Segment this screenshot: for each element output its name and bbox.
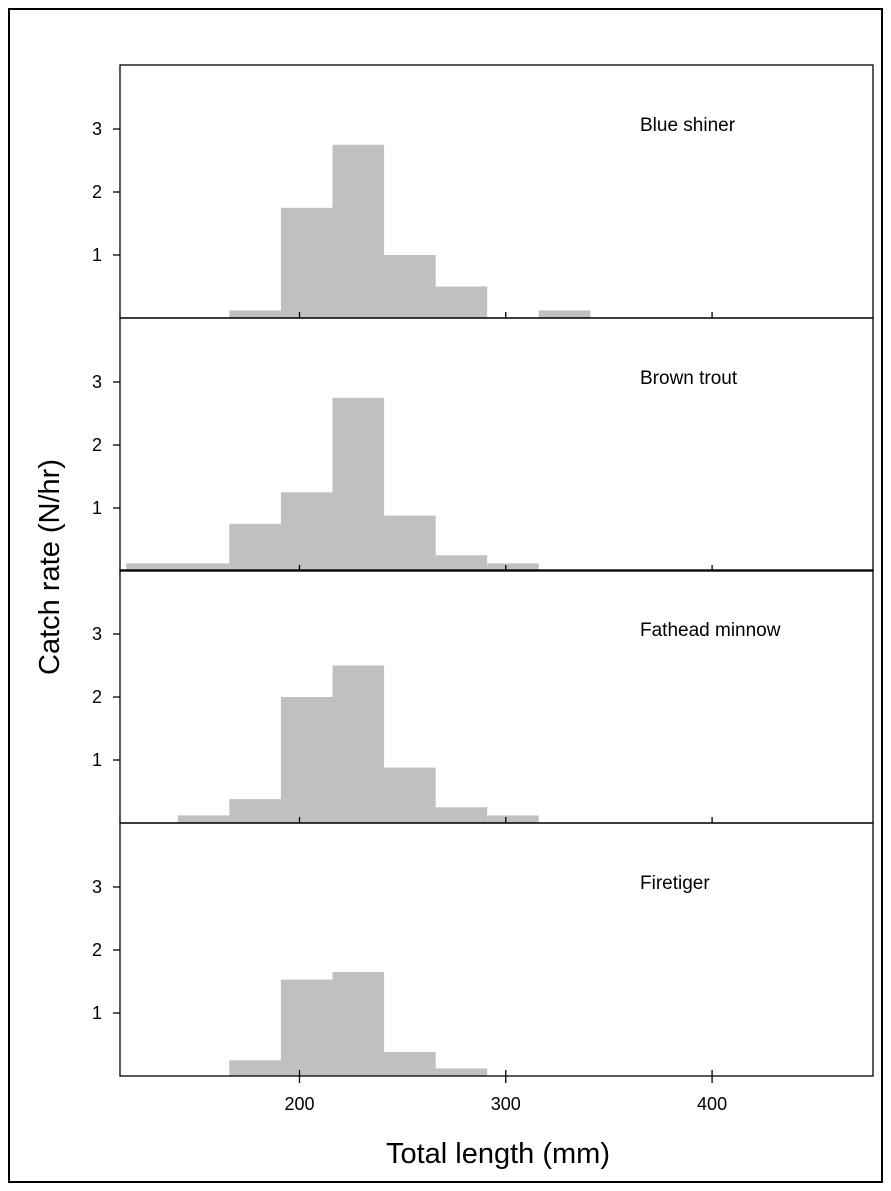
histogram-bar [229,799,281,823]
x-tick-label: 400 [697,1094,727,1114]
y-tick-label: 2 [92,687,102,707]
figure-border [8,8,883,1183]
histogram-bar [384,767,436,823]
histogram-bar [384,1052,436,1076]
histogram-bar [487,563,539,571]
histogram-bar [538,310,591,318]
panel-species-label: Blue shiner [640,115,736,136]
panels-group: 1 2 3 Blue shiner 1 2 3 Brown trout 1 2 3 Fathead m… [92,64,874,1077]
panel-2: 1 2 3 Brown trout [92,317,874,572]
panel-species-label: Firetiger [640,873,710,894]
histogram-bar [384,255,436,318]
histogram-bar [332,144,385,319]
x-axis-label: Total length (mm) [386,1138,610,1170]
histogram-bar [384,515,436,571]
y-tick-label: 3 [92,624,102,644]
panel-3: 1 2 3 Fathead minnow [92,569,874,824]
panel-species-label: Fathead minnow [640,620,781,641]
y-tick-label: 3 [92,119,102,139]
histogram-bar [229,523,281,572]
x-tick-label: 300 [491,1094,521,1114]
histogram-bar [435,286,488,318]
panel-species-label: Brown trout [640,368,738,389]
y-tick-label: 3 [92,372,102,392]
histogram-bar [487,815,539,823]
histogram-bar [332,397,385,572]
histogram-bar [280,207,333,319]
histogram-bar [126,563,178,571]
histogram-bar [332,972,385,1076]
histogram-bar [332,665,385,823]
y-tick-label: 1 [92,245,102,265]
panel-4: 1 2 3 Firetiger [92,822,874,1077]
y-tick-label: 1 [92,1003,102,1023]
histogram-bar [177,563,230,571]
histogram-bar [280,697,333,823]
x-tick-label: 200 [284,1094,314,1114]
histogram-bar [280,979,333,1076]
y-tick-label: 2 [92,940,102,960]
histogram-bar [280,492,333,572]
histogram-bar [435,555,488,572]
histogram-bar [229,1060,281,1077]
y-tick-label: 2 [92,435,102,455]
x-axis: 200 300 400 [284,1076,727,1114]
y-tick-label: 1 [92,498,102,518]
y-tick-label: 3 [92,877,102,897]
histogram-bar [435,807,488,824]
histogram-bar [229,310,281,318]
y-tick-label: 1 [92,750,102,770]
histogram-bar [435,1068,488,1076]
y-tick-label: 2 [92,182,102,202]
histogram-bar [177,815,230,823]
y-axis-label: Catch rate (N/hr) [34,459,66,675]
